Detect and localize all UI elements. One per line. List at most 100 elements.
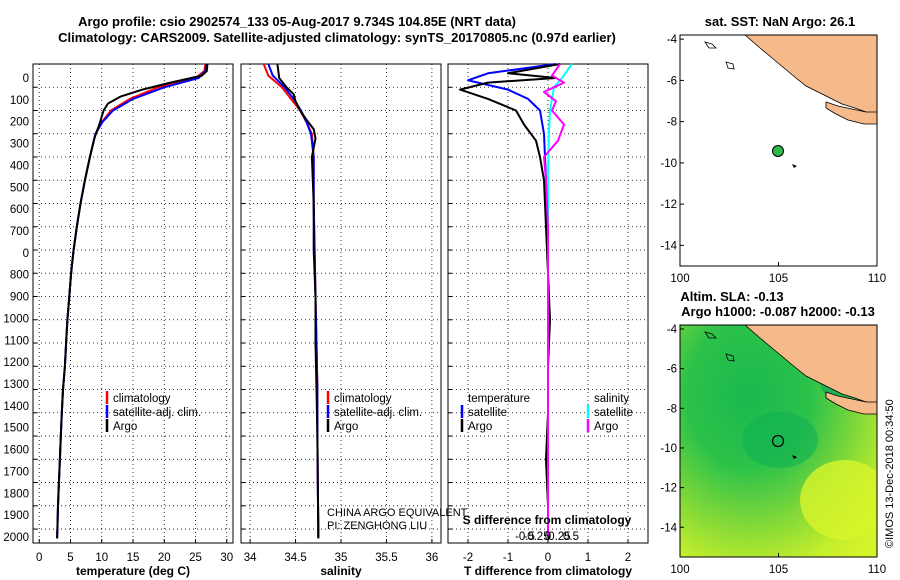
map-x-tick-label: 100	[670, 564, 689, 576]
plot-frame	[32, 63, 234, 544]
x-tick-label: 30	[220, 552, 233, 564]
y-tick-label: 300	[10, 139, 29, 151]
map-x-tick-label: 105	[769, 564, 788, 576]
java-landmass	[825, 391, 877, 415]
difference-legend: temperature satellite Argo salinity sate…	[460, 393, 633, 527]
y-tick-label: 1100	[4, 335, 29, 347]
map-x-tick-label: 105	[769, 273, 788, 285]
legend-salinity-header: salinity	[594, 393, 629, 405]
y-tick-label: 1300	[3, 379, 29, 391]
x-tick-label: 1	[585, 552, 591, 564]
legend-label-satellite: satellite-adj. clim.	[334, 407, 422, 419]
legend-label-sal-satellite: satellite	[594, 407, 633, 419]
secondary-x-tick-label: 0.25	[548, 531, 570, 543]
x-tick-label: 0	[36, 552, 42, 564]
y-tick-label: 1900	[3, 510, 29, 522]
map-x-tick-label: 110	[868, 273, 886, 285]
x-tick-label: 35	[335, 552, 348, 564]
y-tick-label: 200	[10, 117, 29, 129]
x-tick-label: 20	[158, 552, 171, 564]
sla-map-title-line2: Argo h1000: -0.087 h2000: -0.13	[681, 304, 875, 319]
x-axis-label: salinity	[320, 564, 362, 578]
pi-annotation-line2: PI: ZENGHONG LIU	[327, 520, 427, 532]
legend-label-argo: Argo	[113, 421, 137, 433]
series-line-argo	[276, 63, 320, 539]
map-y-tick-label: -4	[667, 34, 678, 46]
island-outline	[725, 353, 735, 362]
legend-label-temp-argo: Argo	[468, 421, 492, 433]
map-y-tick-label: -6	[667, 75, 677, 87]
legend-label-satellite: satellite-adj. clim.	[113, 407, 201, 419]
island-outline	[704, 331, 717, 339]
sst-map-title: sat. SST: NaN Argo: 26.1	[705, 14, 856, 29]
temperature-legend: climatology satellite-adj. clim. Argo	[105, 391, 201, 433]
map-x-tick-label: 110	[868, 564, 886, 576]
y-tick-label: 500	[10, 182, 29, 194]
y-tick-label: 2000	[3, 532, 29, 544]
sla-anomaly	[800, 460, 877, 540]
y-tick-label: 1400	[3, 401, 29, 413]
x-tick-label: 35.5	[375, 552, 397, 564]
pi-annotation-line1: CHINA ARGO EQUIVALENT	[327, 507, 468, 519]
y-tick-label: 600	[10, 204, 29, 216]
x-tick-label: 10	[95, 552, 108, 564]
secondary-x-tick-label: -0.5	[515, 531, 535, 543]
legend-label-climatology: climatology	[334, 393, 392, 405]
sst-map: sat. SST: NaN Argo: 26.1 100 105 110 -4 -6 -8…	[660, 14, 886, 285]
map-y-tick-label: -14	[660, 240, 677, 252]
argo-float-marker	[771, 434, 785, 448]
christmas-island	[792, 455, 797, 459]
difference-panel: -2 -1 0 1 2T difference from climatology -0.5…	[447, 63, 649, 578]
series-line-argo	[56, 63, 209, 539]
y-tick-label: 1600	[3, 445, 29, 457]
temperature-panel: 0 5 10 15 20 25 30 temperature (deg C) 0 100 200 30…	[3, 63, 234, 578]
sla-map-title-line1: Altim. SLA: -0.13	[680, 289, 783, 304]
salinity-panel: 34 34.5 35 35.5 36 salinity	[240, 63, 442, 578]
y-tick-label: 1500	[3, 423, 29, 435]
x-tick-label: 34	[244, 552, 257, 564]
y-tick-label: 1700	[3, 466, 29, 478]
x-tick-label: 2	[625, 552, 631, 564]
map-x-tick-label: 100	[670, 273, 689, 285]
map-y-tick-label: -6	[667, 364, 677, 376]
y-tick-label: 400	[10, 160, 29, 172]
legend-label-temp-satellite: satellite	[468, 407, 507, 419]
map-y-tick-label: -8	[667, 117, 677, 129]
map-y-tick-label: -10	[660, 443, 677, 455]
map-y-tick-label: -12	[660, 483, 677, 495]
y-tick-label: 800	[10, 270, 29, 282]
sla-anomaly	[742, 412, 818, 468]
x-tick-label: 5	[67, 552, 73, 564]
secondary-axis-label: S difference from climatology	[463, 513, 632, 527]
secondary-x-tick-label: 0.5	[563, 531, 579, 543]
figure-title-line1: Argo profile: csio 2902574_133 05-Aug-20…	[78, 14, 516, 29]
x-tick-label: -1	[503, 552, 513, 564]
y-tick-label: 100	[10, 95, 29, 107]
figure-title-line2: Climatology: CARS2009. Satellite-adjuste…	[58, 30, 616, 45]
y-tick-label: 0	[23, 73, 29, 85]
argo-float-marker	[772, 145, 784, 157]
y-tick-label: 700	[10, 226, 29, 238]
christmas-island	[792, 164, 797, 168]
sla-map: Altim. SLA: -0.13 Argo h1000: -0.087 h20…	[660, 289, 896, 576]
map-y-tick-label: -8	[667, 403, 677, 415]
plot-frame	[240, 63, 442, 544]
y-tick-label: 1000	[3, 313, 29, 325]
map-y-tick-label: -14	[660, 522, 677, 534]
legend-label-argo: Argo	[334, 421, 358, 433]
y-tick-label: 0	[23, 248, 29, 260]
x-axis-label: temperature (deg C)	[76, 564, 190, 578]
legend-temperature-header: temperature	[468, 393, 530, 405]
y-tick-label: 900	[10, 292, 29, 304]
y-tick-label: 1800	[3, 488, 29, 500]
x-tick-label: 0	[545, 552, 551, 564]
island-outline	[704, 41, 717, 49]
island-outline	[725, 61, 735, 70]
secondary-x-tick-label: 0	[545, 531, 551, 543]
map-y-tick-label: -4	[667, 324, 678, 336]
x-tick-label: 36	[426, 552, 439, 564]
java-landmass	[825, 101, 877, 125]
salinity-legend: climatology satellite-adj. clim. Argo CH…	[326, 391, 468, 532]
map-y-tick-label: -10	[660, 158, 677, 170]
